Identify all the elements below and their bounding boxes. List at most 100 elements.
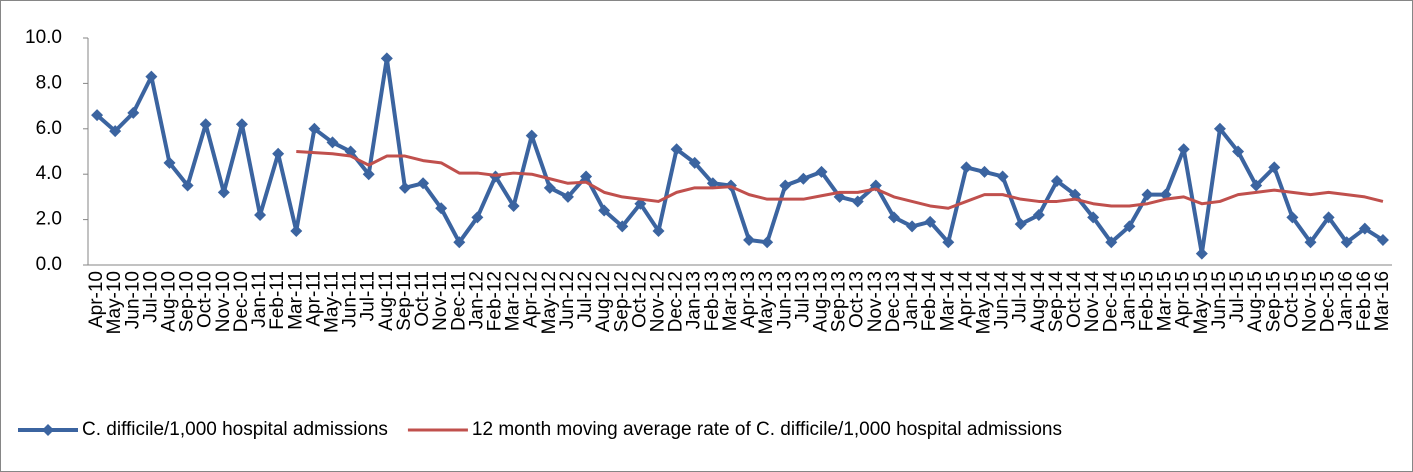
x-tick-label: Mar-14 (937, 271, 958, 332)
y-tick-label: 0.0 (36, 254, 62, 275)
data-point (1087, 211, 1100, 224)
data-point (1177, 143, 1190, 156)
data-point (507, 199, 520, 212)
legend-label: 12 month moving average rate of C. diffi… (472, 419, 1062, 440)
data-point (670, 143, 683, 156)
x-tick-label: Apr-13 (738, 271, 759, 328)
x-tick-label: Nov-15 (1300, 271, 1321, 332)
data-point (1358, 222, 1371, 235)
data-point (543, 181, 556, 194)
data-point (398, 181, 411, 194)
x-tick-label: Oct-12 (629, 271, 650, 328)
data-point (743, 234, 756, 247)
x-tick-label: Jul-15 (1227, 271, 1248, 323)
x-tick-label: Jun-10 (122, 271, 143, 329)
data-point (326, 136, 339, 149)
data-point (362, 168, 375, 181)
x-tick-label: Jul-11 (358, 271, 379, 321)
data-point (217, 186, 230, 199)
x-tick-label: Dec-12 (666, 271, 687, 332)
data-point (1141, 188, 1154, 201)
legend-marker (42, 424, 54, 436)
data-point (109, 125, 122, 138)
x-tick-label: Dec-10 (231, 271, 252, 332)
x-tick-label: Jul-13 (792, 271, 813, 323)
x-tick-label: Jan-16 (1336, 271, 1357, 329)
data-point (525, 129, 538, 142)
data-point (960, 161, 973, 174)
data-point (761, 236, 774, 249)
x-tick-label: Aug-10 (159, 271, 180, 332)
x-tick-label: Nov-13 (865, 271, 886, 332)
data-point (996, 170, 1009, 183)
x-tick-label: Feb-11 (267, 271, 288, 330)
data-point (1322, 211, 1335, 224)
data-point (380, 52, 393, 65)
data-point (1286, 211, 1299, 224)
data-point (163, 156, 176, 169)
x-tick-label: Sep-13 (829, 271, 850, 332)
x-tick-label: Nov-10 (213, 271, 234, 332)
data-point (797, 172, 810, 185)
x-tick-label: Oct-10 (195, 271, 216, 328)
series-line (296, 150, 1384, 210)
x-tick-label: Apr-14 (955, 271, 976, 328)
data-point (1376, 234, 1389, 247)
data-point (598, 204, 611, 217)
x-tick-label: Jul-14 (1010, 271, 1031, 323)
x-tick-label: Jan-14 (901, 271, 922, 330)
x-tick-label: Aug-15 (1245, 271, 1266, 332)
data-point (417, 177, 430, 190)
data-point (851, 195, 864, 208)
x-tick-label: Sep-11 (394, 271, 415, 331)
y-tick-label: 10.0 (25, 27, 62, 48)
x-tick-label: Jan-11 (249, 271, 270, 328)
legend-label: C. difficile/1,000 hospital admissions (82, 419, 388, 440)
x-tick-label: Apr-11 (303, 271, 324, 327)
x-tick-label: Jun-12 (557, 271, 578, 329)
x-tick-label: Jan-12 (466, 271, 487, 329)
x-tick-label: Apr-12 (521, 271, 542, 328)
x-tick-label: Oct-14 (1064, 271, 1085, 328)
x-tick-label: Mar-16 (1372, 271, 1393, 331)
data-point (815, 165, 828, 178)
data-point (688, 156, 701, 169)
x-tick-label: Feb-15 (1137, 271, 1158, 331)
x-tick-label: Dec-14 (1100, 271, 1121, 333)
series-line (95, 56, 1385, 256)
data-point (1213, 122, 1226, 135)
x-tick-label: Feb-12 (485, 271, 506, 331)
x-tick-label: Oct-15 (1281, 271, 1302, 328)
data-point (199, 118, 212, 131)
data-point (942, 236, 955, 249)
data-point (1195, 247, 1208, 260)
data-point (1032, 209, 1045, 222)
x-tick-label: Nov-12 (648, 271, 669, 332)
x-tick-label: May-11 (322, 271, 343, 333)
x-tick-label: Feb-16 (1354, 271, 1375, 331)
data-point (906, 220, 919, 233)
data-point (924, 215, 937, 228)
x-tick-label: Dec-15 (1318, 271, 1339, 332)
data-point (1340, 236, 1353, 249)
data-point (1268, 161, 1281, 174)
data-point (435, 202, 448, 215)
x-tick-label: Jul-12 (575, 271, 596, 323)
x-tick-label: Mar-15 (1155, 271, 1176, 331)
x-tick-label: Sep-14 (1046, 271, 1067, 333)
x-tick-label: May-13 (756, 271, 777, 334)
data-point (1069, 188, 1082, 201)
data-point (580, 170, 593, 183)
x-tick-label: Aug-11 (376, 271, 397, 331)
x-tick-label: Jun-11 (340, 271, 361, 328)
y-tick-label: 6.0 (36, 118, 62, 139)
y-tick-label: 8.0 (36, 72, 62, 93)
x-tick-label: Feb-13 (702, 271, 723, 331)
data-point (1232, 145, 1245, 158)
x-tick-label: May-10 (104, 271, 125, 334)
data-point (1105, 236, 1118, 249)
data-point (1250, 179, 1263, 192)
data-point (254, 209, 267, 222)
x-tick-label: Apr-15 (1173, 271, 1194, 328)
